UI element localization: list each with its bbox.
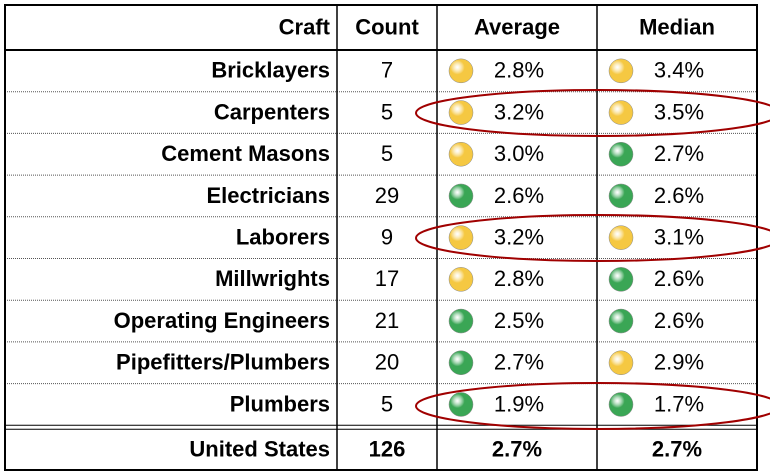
footer-craft: United States xyxy=(189,436,330,461)
indicator-icon xyxy=(608,100,634,125)
craft-cell: Pipefitters/Plumbers xyxy=(116,350,330,375)
average-cell: 3.0% xyxy=(494,141,544,166)
median-cell: 3.4% xyxy=(654,58,704,83)
count-cell: 20 xyxy=(375,350,399,375)
indicator-icon xyxy=(608,142,634,167)
footer-count: 126 xyxy=(369,436,406,461)
ellipses xyxy=(415,89,770,430)
indicator-icon xyxy=(608,308,634,334)
craft-cell: Operating Engineers xyxy=(114,308,330,333)
craft-cell: Millwrights xyxy=(215,266,330,291)
count-cell: 5 xyxy=(381,141,393,166)
craft-cell: Plumbers xyxy=(230,391,330,416)
median-cell: 2.6% xyxy=(654,308,704,333)
indicator-icon xyxy=(608,267,634,292)
average-cell: 3.2% xyxy=(494,224,544,249)
craft-cell: Cement Masons xyxy=(161,141,330,166)
indicator-icon xyxy=(608,58,634,84)
count-cell: 17 xyxy=(375,266,399,291)
craft-cell: Carpenters xyxy=(214,99,330,124)
count-cell: 29 xyxy=(375,183,399,208)
median-cell: 1.7% xyxy=(654,391,704,416)
average-cell: 3.2% xyxy=(494,99,544,124)
indicator-icon xyxy=(448,308,474,334)
indicator-icon xyxy=(448,100,474,125)
indicator-icon xyxy=(448,142,474,167)
median-cell: 3.5% xyxy=(654,99,704,124)
indicator-icon xyxy=(448,225,474,250)
median-cell: 2.9% xyxy=(654,350,704,375)
craft-cell: Laborers xyxy=(236,224,330,249)
highlight-ellipse xyxy=(415,214,770,262)
indicator-icon xyxy=(448,267,474,292)
header-cell: Craft xyxy=(279,14,331,39)
indicator-icon xyxy=(448,350,474,375)
craft-cell: Bricklayers xyxy=(211,58,330,83)
average-cell: 2.8% xyxy=(494,58,544,83)
median-cell: 2.7% xyxy=(654,141,704,166)
indicator-icon xyxy=(608,392,634,417)
average-cell: 2.6% xyxy=(494,183,544,208)
indicator-icon xyxy=(448,392,474,417)
average-cell: 2.7% xyxy=(494,350,544,375)
count-cell: 21 xyxy=(375,308,399,333)
header-cell: Count xyxy=(355,14,419,39)
median-cell: 2.6% xyxy=(654,183,704,208)
indicator-icon xyxy=(448,183,474,209)
average-cell: 2.8% xyxy=(494,266,544,291)
header-cell: Median xyxy=(639,14,715,39)
table-border xyxy=(4,4,758,471)
indicator-icon xyxy=(608,350,634,375)
count-cell: 7 xyxy=(381,58,393,83)
indicator-icon xyxy=(608,183,634,209)
highlight-ellipse xyxy=(415,382,770,430)
highlight-ellipse xyxy=(415,89,770,137)
header-cell: Average xyxy=(474,14,560,39)
footer-median: 2.7% xyxy=(652,436,702,461)
average-cell: 1.9% xyxy=(494,391,544,416)
craft-cell: Electricians xyxy=(206,183,330,208)
footer-average: 2.7% xyxy=(492,436,542,461)
count-cell: 5 xyxy=(381,99,393,124)
count-cell: 9 xyxy=(381,224,393,249)
median-cell: 2.6% xyxy=(654,266,704,291)
count-cell: 5 xyxy=(381,391,393,416)
indicator-icon xyxy=(608,225,634,250)
indicator-icon xyxy=(448,58,474,84)
median-cell: 3.1% xyxy=(654,224,704,249)
average-cell: 2.5% xyxy=(494,308,544,333)
